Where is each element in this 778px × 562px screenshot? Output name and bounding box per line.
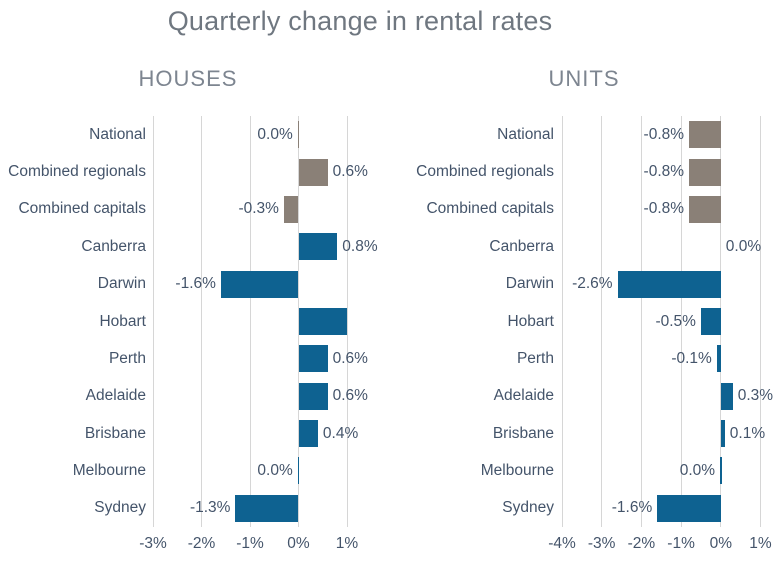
houses-bar-combined-regionals	[298, 158, 328, 186]
houses-category-label-combined-capitals: Combined capitals	[18, 200, 146, 218]
houses-gridline--1	[249, 116, 251, 527]
units-value-label-hobart: -0.5%	[655, 312, 696, 330]
houses-bar-hobart	[298, 308, 347, 335]
houses-category-label-darwin: Darwin	[97, 275, 146, 293]
units-value-label-darwin: -2.6%	[572, 275, 613, 293]
units-category-label-combined-regionals: Combined regionals	[416, 163, 554, 181]
units-value-label-combined-regionals: -0.8%	[643, 163, 685, 181]
units-bar-combined-regionals	[689, 158, 721, 186]
units-category-label-combined-capitals: Combined capitals	[426, 200, 554, 218]
units-bar-national	[689, 121, 721, 149]
houses-category-label-melbourne: Melbourne	[72, 461, 146, 479]
units-value-label-combined-capitals: -0.8%	[643, 200, 685, 218]
houses-bar-canberra	[298, 233, 338, 261]
units-gridline-0	[720, 116, 722, 527]
houses-value-label-national: 0.0%	[257, 125, 293, 143]
units-gridline--2	[640, 116, 642, 527]
units-x-tick--1: -1%	[667, 535, 695, 552]
units-category-label-brisbane: Brisbane	[492, 424, 554, 442]
units-bar-brisbane	[720, 420, 725, 448]
houses-category-label-national: National	[89, 125, 146, 143]
houses-bar-melbourne	[297, 457, 300, 485]
houses-value-label-melbourne: 0.0%	[257, 461, 293, 479]
houses-value-label-brisbane: 0.4%	[322, 424, 359, 442]
houses-category-label-perth: Perth	[108, 349, 146, 367]
houses-bar-sydney	[235, 494, 299, 522]
units-bar-sydney	[657, 494, 721, 522]
houses-bar-national	[297, 121, 300, 149]
units-gridline--3	[601, 116, 603, 527]
units-category-label-adelaide: Adelaide	[493, 387, 554, 405]
houses-category-label-sydney: Sydney	[94, 499, 146, 517]
units-bar-adelaide	[720, 382, 733, 410]
houses-value-label-adelaide: 0.6%	[332, 387, 368, 405]
units-category-label-darwin: Darwin	[505, 275, 554, 293]
units-category-label-melbourne: Melbourne	[480, 461, 554, 479]
units-plot-area: -4% -3% -2% -1% 0% 1% -0.8% -0.8% -0.8% 0.0% -2.6%…	[548, 116, 773, 552]
units-bar-perth	[716, 345, 721, 373]
houses-category-label-hobart: Hobart	[99, 312, 146, 330]
units-x-tick--3: -3%	[587, 535, 616, 552]
units-panel: UNITS -4% -3% -2% -1% 0% 1% -0.8% -0.8% -0.8% 0.0…	[390, 62, 778, 562]
houses-x-tick-1: 1%	[335, 535, 359, 552]
houses-x-tick--2: -2%	[187, 535, 216, 552]
houses-panel-title: HOUSES	[138, 66, 238, 91]
chart-title: Quarterly change in rental rates	[167, 6, 553, 36]
houses-value-label-perth: 0.6%	[332, 349, 368, 367]
houses-gridline--3	[152, 116, 154, 527]
units-x-tick-1: 1%	[749, 535, 772, 552]
houses-bar-darwin	[220, 270, 299, 298]
units-value-label-perth: -0.1%	[671, 349, 712, 367]
units-category-label-perth: Perth	[516, 349, 554, 367]
houses-plot-area: -3% -2% -1% 0% 1% 0.0% 0.6% -0.3% 0.8% -1.6% 0.6% 0…	[139, 116, 378, 552]
houses-category-label-combined-regionals: Combined regionals	[8, 163, 146, 181]
units-category-label-national: National	[497, 125, 554, 143]
houses-category-label-canberra: Canberra	[81, 237, 146, 255]
houses-category-label-brisbane: Brisbane	[84, 424, 146, 442]
houses-x-tick--3: -3%	[139, 535, 167, 552]
units-category-label-sydney: Sydney	[502, 499, 554, 517]
houses-category-label-adelaide: Adelaide	[85, 387, 146, 405]
houses-value-label-combined-regionals: 0.6%	[332, 163, 368, 181]
houses-value-label-darwin: -1.6%	[175, 275, 216, 293]
units-value-label-canberra: 0.0%	[725, 237, 762, 255]
units-value-label-sydney: -1.6%	[611, 499, 653, 517]
units-gridline-1	[760, 116, 761, 527]
units-value-label-adelaide: 0.3%	[737, 387, 774, 405]
houses-gridline-1	[346, 116, 348, 527]
houses-x-tick--1: -1%	[236, 535, 264, 552]
units-category-label-hobart: Hobart	[507, 312, 554, 330]
houses-panel: HOUSES -3% -2% -1% 0% 1% 0.0% 0.6% -0.3% 0.8% -1.…	[0, 62, 378, 562]
units-value-label-melbourne: 0.0%	[679, 461, 716, 479]
units-x-tick-0: 0%	[709, 535, 732, 552]
units-bar-melbourne	[720, 457, 722, 485]
units-x-tick--2: -2%	[627, 535, 656, 552]
units-value-label-brisbane: 0.1%	[729, 424, 766, 442]
units-x-tick--4: -4%	[548, 535, 576, 552]
units-bar-hobart	[700, 308, 721, 335]
houses-value-label-sydney: -1.3%	[189, 499, 231, 517]
houses-bar-brisbane	[298, 420, 318, 448]
units-value-label-national: -0.8%	[643, 125, 685, 143]
units-panel-title: UNITS	[548, 66, 620, 91]
houses-gridline--2	[201, 116, 202, 527]
units-bar-darwin	[617, 270, 721, 298]
houses-bar-perth	[298, 345, 328, 373]
units-gridline--4	[561, 116, 563, 527]
units-gridline--1	[680, 116, 682, 527]
houses-bar-adelaide	[298, 382, 328, 410]
houses-bar-combined-capitals	[283, 195, 299, 223]
houses-value-label-combined-capitals: -0.3%	[238, 200, 279, 218]
houses-x-tick-0: 0%	[287, 535, 310, 552]
units-category-label-canberra: Canberra	[489, 237, 554, 255]
houses-value-label-canberra: 0.8%	[342, 237, 378, 255]
units-bar-combined-capitals	[689, 195, 721, 223]
